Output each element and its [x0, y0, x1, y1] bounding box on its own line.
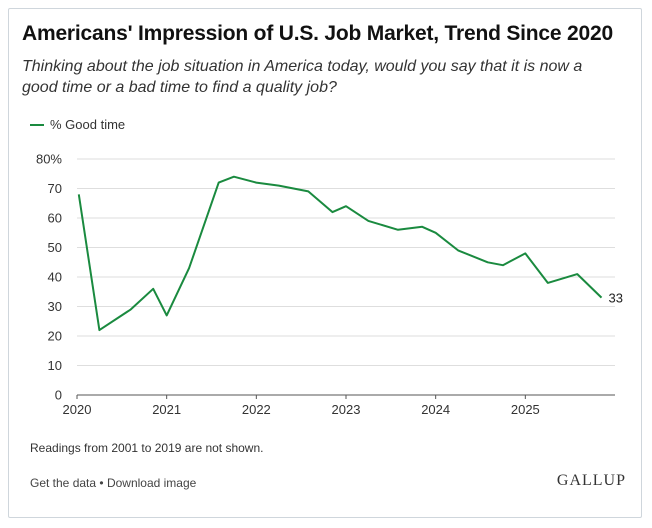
gallup-logo: GALLUP — [556, 472, 626, 489]
data-point — [601, 297, 603, 299]
data-point — [130, 308, 132, 310]
data-point — [307, 190, 309, 192]
footer-links: Get the data • Download image — [30, 476, 196, 490]
x-tick-label: 2021 — [152, 402, 181, 417]
legend-label: % Good time — [50, 117, 126, 132]
data-point — [78, 193, 80, 195]
data-point — [255, 182, 257, 184]
x-tick-label: 2020 — [63, 402, 92, 417]
x-tick-label: 2023 — [332, 402, 361, 417]
get-data-link[interactable]: Get the data — [30, 476, 97, 490]
footer-separator: • — [99, 476, 104, 490]
data-point — [457, 249, 459, 251]
data-point — [345, 205, 347, 207]
legend-line-swatch — [30, 123, 44, 126]
end-value-label: 33 — [609, 291, 623, 306]
data-point — [98, 329, 100, 331]
data-point — [547, 282, 549, 284]
data-point — [421, 226, 423, 228]
chart-title: Americans' Impression of U.S. Job Market… — [22, 22, 613, 45]
data-point — [166, 314, 168, 316]
y-tick-label: 50 — [48, 240, 62, 255]
data-point — [218, 182, 220, 184]
x-axis: 2020 2021 2022 2023 2024 2025 — [63, 394, 615, 417]
data-point — [502, 264, 504, 266]
data-point — [397, 229, 399, 231]
series-line — [77, 175, 603, 332]
x-tick-label: 2025 — [511, 402, 540, 417]
data-point — [576, 273, 578, 275]
data-point — [233, 176, 235, 178]
footnote: Readings from 2001 to 2019 are not shown… — [30, 441, 264, 455]
y-tick-label: 0 — [55, 388, 62, 403]
data-point — [524, 252, 526, 254]
chart-card — [8, 8, 642, 518]
y-tick-label: 20 — [48, 329, 62, 344]
y-tick-label: 30 — [48, 299, 62, 314]
y-tick-label: 40 — [48, 270, 62, 285]
data-point — [278, 185, 280, 187]
x-tick-label: 2022 — [242, 402, 271, 417]
data-point — [487, 261, 489, 263]
data-point — [332, 211, 334, 213]
x-tick-label: 2024 — [421, 402, 450, 417]
series-good-time: 33 — [77, 175, 623, 332]
gridlines — [77, 158, 615, 366]
y-tick-label: 10 — [48, 358, 62, 373]
y-tick-label: 70 — [48, 181, 62, 196]
y-tick-label: 60 — [48, 211, 62, 226]
data-point — [152, 288, 154, 290]
data-point — [435, 232, 437, 234]
legend: % Good time — [30, 117, 125, 132]
y-tick-label: 80% — [36, 152, 62, 167]
data-point — [188, 267, 190, 269]
chart-subtitle: Thinking about the job situation in Amer… — [22, 58, 583, 96]
download-image-link[interactable]: Download image — [106, 476, 197, 490]
y-axis-tick-labels: 0 10 20 30 40 50 60 70 80% — [36, 152, 62, 403]
data-point — [367, 220, 369, 222]
